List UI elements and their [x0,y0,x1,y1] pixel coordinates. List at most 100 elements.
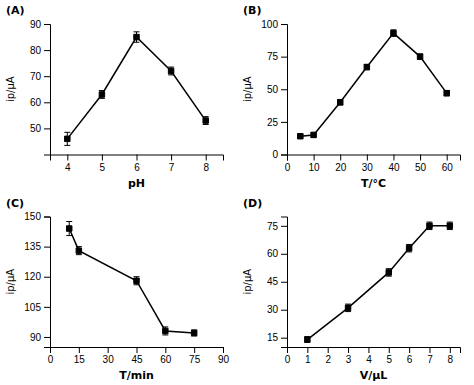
tick-label: 60 [30,97,42,108]
error-bar [203,117,209,125]
tick-mark [44,247,50,248]
tick-label: 75 [189,354,201,365]
tick-label: 10 [309,162,321,173]
x-axis-title: T/min [119,369,154,382]
error-bar [168,67,174,75]
marker [163,328,168,333]
axis-line [44,25,51,156]
tick-mark [44,217,50,218]
tick: 0 [285,347,291,365]
tick-label: 100 [261,19,278,30]
marker [99,92,104,97]
tick: 75 [189,347,201,365]
marker [134,34,139,39]
tick: 60 [442,155,454,173]
error-bar [406,244,412,251]
tick-mark [44,128,50,129]
tick-mark [389,347,390,353]
tick: 70 [30,71,50,82]
tick: 30 [362,155,374,173]
y-axis: 90105120135150 [24,211,50,347]
line [307,226,449,340]
tick-mark [393,155,394,161]
x-axis: 0153045607590 [48,347,230,365]
tick-mark [281,310,287,311]
tick-mark [44,102,50,103]
marker [391,30,396,35]
tick-label: 5 [100,162,106,173]
tick-mark [281,57,287,58]
tick-mark [420,155,421,161]
tick-mark [307,347,308,353]
error-bar [64,132,70,145]
panel-label: (D) [243,197,262,210]
tick-label: 3 [346,354,352,365]
tick-mark [281,254,287,255]
tick: 150 [24,211,50,222]
tick: 105 [24,302,50,313]
tick: 0 [272,149,287,160]
tick-mark [409,347,410,353]
marker [76,248,81,253]
tick-label: 135 [24,241,41,252]
tick-label: 30 [267,304,279,315]
tick: 30 [103,347,115,365]
tick-label: 1 [305,354,311,365]
tick: 40 [388,155,400,173]
tick-mark [102,155,103,161]
tick: 3 [346,347,352,365]
tick: 75 [267,221,287,232]
marker [311,132,316,137]
error-bar [364,64,370,69]
marker [168,68,173,73]
tick-mark [44,76,50,77]
tick-label: 2 [325,354,331,365]
tick: 45 [267,276,287,287]
tick: 60 [267,248,287,259]
marker [406,245,411,250]
tick: 25 [267,117,287,128]
marks [297,30,449,139]
tick-mark [281,338,287,339]
tick-mark [281,282,287,283]
tick-label: 50 [415,162,427,173]
error-bar [386,269,392,276]
tick-mark [44,307,50,308]
marker [66,226,71,231]
tick-label: 75 [267,221,279,232]
panel-label: (A) [6,4,25,17]
figure: 456785060708090pHip/μA(A)010203040506002… [0,0,474,385]
tick: 30 [267,304,287,315]
tick: 5 [100,155,106,173]
error-bar [444,91,450,96]
tick-mark [429,347,430,353]
plot-area: 0123456781530456075V/μLip/μA [242,217,461,382]
tick-mark [44,277,50,278]
panel: 015304560759090105120135150T/minip/μA(C) [5,197,229,383]
line [69,229,194,333]
error-bar [311,133,317,137]
line [67,37,205,139]
x-axis: 012345678 [285,347,461,365]
tick-mark [328,347,329,353]
tick: 10 [309,155,321,173]
line [300,33,446,136]
error-bar [345,304,351,311]
tick: 5 [386,347,392,365]
tick: 90 [30,332,50,343]
tick-mark [340,155,341,161]
tick-label: 60 [442,162,454,173]
tick-mark [108,347,109,353]
tick-label: 0 [48,354,54,365]
tick: 50 [415,155,427,173]
marker [447,223,452,228]
tick-label: 7 [427,354,433,365]
error-bar [66,222,72,236]
marker [134,278,139,283]
error-bar [76,247,82,255]
axis-line [281,217,288,348]
tick-mark [206,155,207,161]
marker [386,270,391,275]
tick-mark [137,347,138,353]
tick: 6 [407,347,413,365]
